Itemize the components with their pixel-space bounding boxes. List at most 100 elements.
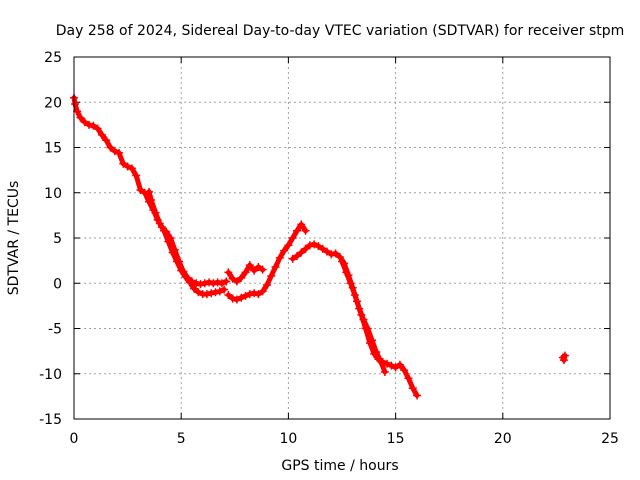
data-point <box>292 226 301 235</box>
x-tick-label: 10 <box>279 431 297 447</box>
data-point <box>288 234 297 242</box>
series-track-2 <box>145 187 229 299</box>
data-point <box>222 277 231 286</box>
data-point <box>258 265 267 274</box>
x-tick-label: 25 <box>601 431 619 447</box>
data-point <box>205 278 214 287</box>
data-point <box>363 324 372 333</box>
data-point <box>305 241 314 250</box>
data-point <box>215 287 224 296</box>
data-point <box>376 357 385 366</box>
x-tick-label: 0 <box>70 431 79 447</box>
data-point <box>177 266 186 275</box>
data-point <box>228 274 237 283</box>
data-point <box>258 287 267 296</box>
data-point <box>232 277 241 286</box>
data-point <box>220 285 229 294</box>
data-point <box>271 262 280 271</box>
data-point <box>284 241 293 250</box>
data-point <box>73 107 82 116</box>
data-point <box>359 315 368 324</box>
data-point <box>232 295 241 304</box>
data-point <box>115 148 124 157</box>
y-tick-label: 25 <box>44 50 62 66</box>
data-point <box>97 130 106 139</box>
data-point <box>404 374 413 383</box>
data-point <box>76 113 85 122</box>
data-point <box>237 293 246 302</box>
x-axis-label: GPS time / hours <box>281 458 398 474</box>
data-point <box>194 288 203 297</box>
data-point <box>119 159 128 168</box>
data-point <box>327 250 336 259</box>
points-layer <box>70 93 569 400</box>
data-point <box>80 118 89 127</box>
data-point <box>292 252 301 261</box>
data-point <box>155 219 164 228</box>
data-point <box>132 171 141 180</box>
x-tick-label: 15 <box>387 431 405 447</box>
data-point <box>93 124 102 133</box>
data-point <box>145 187 154 196</box>
plot-frame <box>73 56 611 420</box>
data-point <box>245 290 254 299</box>
data-point <box>400 366 409 375</box>
y-tick-label: -10 <box>39 367 62 383</box>
data-point <box>207 289 216 298</box>
data-point <box>254 290 263 299</box>
data-point <box>217 279 226 288</box>
data-point <box>147 195 156 204</box>
data-point <box>262 281 271 290</box>
series-track-3 <box>224 261 267 286</box>
data-point <box>200 279 209 288</box>
y-tick-label: 20 <box>44 95 62 111</box>
data-point <box>310 240 319 249</box>
data-point <box>123 162 132 171</box>
data-point <box>168 248 177 257</box>
data-point <box>250 266 259 275</box>
data-point <box>250 289 259 298</box>
data-point <box>318 244 327 253</box>
series-track-4 <box>224 220 310 304</box>
data-point <box>89 121 98 130</box>
data-point <box>355 304 364 313</box>
data-point <box>181 272 190 281</box>
data-point <box>267 272 276 281</box>
data-point <box>288 254 297 263</box>
data-point <box>322 247 331 256</box>
series-track-7 <box>558 351 569 365</box>
chart-title: Day 258 of 2024, Sidereal Day-to-day VTE… <box>56 23 625 39</box>
data-point <box>172 257 181 266</box>
data-point <box>106 143 115 152</box>
y-tick-label: 10 <box>44 186 62 202</box>
y-tick-label: 5 <box>53 231 62 247</box>
data-point <box>560 351 569 360</box>
data-point <box>297 220 306 229</box>
y-tick-label: -5 <box>48 322 62 338</box>
data-point <box>224 268 233 277</box>
tick-label-layer: 0 5 10 15 20 25 -15 -10 -5 0 5 10 15 20 25 <box>39 50 619 447</box>
data-point <box>301 226 310 235</box>
data-point <box>71 100 80 109</box>
data-point <box>335 253 344 262</box>
y-tick-label: -15 <box>39 412 62 428</box>
data-point <box>254 262 263 271</box>
data-point <box>241 291 250 300</box>
data-point <box>192 279 201 288</box>
grid-layer <box>74 57 610 419</box>
data-point <box>387 361 396 370</box>
data-point <box>301 244 310 253</box>
data-point <box>209 279 218 288</box>
data-point <box>380 367 389 376</box>
data-point <box>237 273 246 282</box>
x-tick-label: 5 <box>177 431 186 447</box>
data-point <box>202 290 211 299</box>
data-point <box>185 278 194 287</box>
series-track-6 <box>338 257 389 376</box>
data-point <box>190 284 199 293</box>
data-point <box>213 278 222 287</box>
data-point <box>224 291 233 300</box>
y-tick-label: 0 <box>53 276 62 292</box>
data-point <box>151 208 160 217</box>
